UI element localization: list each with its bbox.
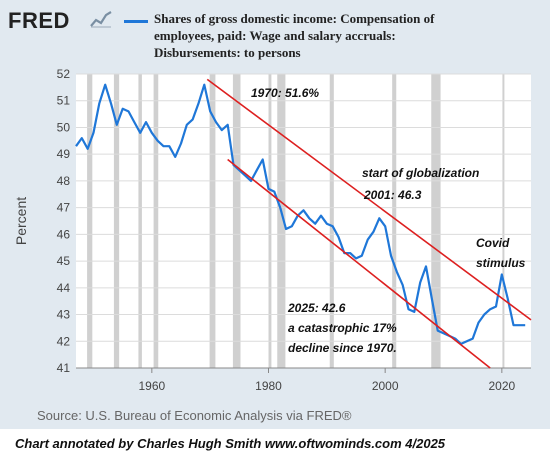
y-tick-label: 52: [57, 67, 71, 81]
recession-band: [87, 74, 93, 368]
y-tick-label: 42: [57, 334, 71, 348]
trend-line: [206, 78, 532, 321]
recession-band: [232, 74, 241, 368]
recession-band: [209, 74, 216, 368]
y-tick-label: 49: [57, 147, 71, 161]
annotation-credit: Chart annotated by Charles Hugh Smith ww…: [15, 436, 446, 451]
recession-band: [138, 74, 142, 368]
recession-band: [431, 74, 441, 368]
line-chart-icon: [90, 10, 112, 28]
legend-swatch: [124, 20, 148, 23]
recession-band: [392, 74, 397, 368]
chart-annotation: Covid: [476, 236, 510, 250]
chart-annotation: start of globalization: [362, 166, 479, 180]
recession-band: [268, 74, 272, 368]
x-tick-label: 1960: [138, 379, 165, 393]
y-tick-label: 45: [57, 254, 71, 268]
recession-band: [329, 74, 334, 368]
y-tick-label: 50: [57, 120, 71, 134]
chart-annotation: a catastrophic 17%: [288, 321, 397, 335]
trend-line: [227, 158, 491, 369]
chart-annotation: 2001: 46.3: [363, 188, 422, 202]
x-tick-label: 1980: [255, 379, 282, 393]
recession-band: [277, 74, 286, 368]
fred-logo[interactable]: FRED: [8, 8, 70, 33]
y-tick-label: 47: [57, 201, 71, 215]
recession-band: [502, 74, 505, 368]
line-chart: 41 42 43 44 45 46 47 48 49 50 51 52 1960 1980 2000 2020…: [13, 67, 532, 393]
chart-annotation: stimulus: [476, 256, 526, 270]
plot-area: [76, 74, 531, 368]
recession-band: [153, 74, 159, 368]
y-tick-label: 48: [57, 174, 71, 188]
chart-annotation: 1970: 51.6%: [251, 86, 319, 100]
y-axis-label: Percent: [13, 197, 29, 245]
x-tick-label: 2000: [372, 379, 399, 393]
y-tick-label: 51: [57, 94, 71, 108]
x-tick-label: 2020: [488, 379, 515, 393]
y-tick-label: 41: [57, 361, 71, 375]
y-tick-label: 46: [57, 227, 71, 241]
legend-label: Shares of gross domestic income: Compens…: [154, 11, 435, 60]
chart-annotation: decline since 1970.: [288, 341, 397, 355]
recession-band: [113, 74, 120, 368]
source-note: Source: U.S. Bureau of Economic Analysis…: [37, 408, 352, 423]
chart-annotation: 2025: 42.6: [287, 301, 346, 315]
y-tick-label: 44: [57, 281, 71, 295]
y-tick-label: 43: [57, 308, 71, 322]
